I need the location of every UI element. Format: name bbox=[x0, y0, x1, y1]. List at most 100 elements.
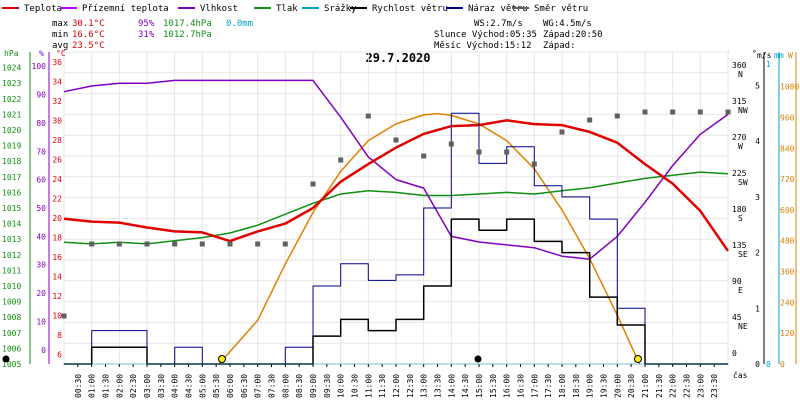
dir-tick-label: 180 bbox=[732, 205, 747, 214]
time-tick-label: 12:00 bbox=[392, 374, 401, 398]
moon-marker-left bbox=[2, 355, 10, 363]
time-tick-label: 20:00 bbox=[613, 374, 622, 398]
c-tick-label: 28 bbox=[52, 136, 62, 145]
moonrise-marker bbox=[474, 355, 482, 363]
time-tick-label: 19:00 bbox=[586, 374, 595, 398]
wind-direction-point bbox=[393, 137, 399, 143]
legend-label: Rychlost větru bbox=[372, 4, 448, 14]
w-tick-label: 720 bbox=[780, 175, 795, 184]
w-tick-label: 240 bbox=[780, 298, 795, 307]
w-tick-label: 120 bbox=[780, 329, 795, 338]
pct-tick-label: 30 bbox=[36, 261, 46, 270]
wind-direction-point bbox=[338, 157, 344, 163]
time-tick-label: 16:00 bbox=[503, 374, 512, 398]
dir-tick-label: 45 bbox=[732, 313, 742, 322]
time-tick-label: 15:00 bbox=[475, 374, 484, 398]
wind-direction-point bbox=[61, 313, 67, 319]
c-tick-label: 6 bbox=[57, 350, 62, 359]
c-tick-label: 16 bbox=[52, 253, 62, 262]
ms-tick-label: 4 bbox=[755, 137, 760, 146]
w-tick-label: 360 bbox=[780, 268, 795, 277]
c-tick-label: 30 bbox=[52, 116, 62, 125]
hpa-tick-label: 1008 bbox=[2, 313, 21, 322]
legend: Teplota Přízemní teplota Vlhkost Tlak Srážky… bbox=[2, 4, 588, 14]
c-tick-label: 34 bbox=[52, 77, 62, 86]
hpa-tick-label: 1009 bbox=[2, 298, 21, 307]
pct-tick-label: 100 bbox=[32, 62, 47, 71]
c-tick-label: 32 bbox=[52, 97, 62, 106]
w-tick-label: 960 bbox=[780, 113, 795, 122]
hpa-tick-label: 1024 bbox=[2, 64, 21, 73]
time-tick-label: 11:00 bbox=[364, 374, 373, 398]
stat-wg: WG:4.5m/s bbox=[543, 19, 592, 29]
time-tick-label: 19:30 bbox=[600, 374, 609, 398]
w-tick-label: 0 bbox=[780, 360, 785, 369]
hpa-tick-label: 1013 bbox=[2, 235, 21, 244]
wind-direction-point bbox=[282, 241, 288, 247]
hpa-tick-label: 1016 bbox=[2, 188, 21, 197]
time-tick-label: 04:30 bbox=[185, 374, 194, 398]
time-tick-label: 17:30 bbox=[544, 374, 553, 398]
hpa-tick-label: 1018 bbox=[2, 157, 21, 166]
hpa-tick-label: 1015 bbox=[2, 204, 21, 213]
legend-label: Náraz větru bbox=[468, 4, 528, 14]
time-tick-label: 14:00 bbox=[447, 374, 456, 398]
dir-name-label: W bbox=[738, 142, 743, 151]
series-slune-n-z-en- bbox=[218, 112, 641, 365]
wind-direction-point bbox=[310, 181, 316, 187]
time-tick-label: 03:30 bbox=[157, 374, 166, 398]
wind-direction-point bbox=[587, 117, 593, 123]
dir-name-label: SW bbox=[738, 178, 748, 187]
time-tick-label: 07:00 bbox=[254, 374, 263, 398]
time-tick-label: 05:00 bbox=[198, 374, 207, 398]
dir-tick-label: 270 bbox=[732, 133, 747, 142]
wind-direction-point bbox=[476, 149, 482, 155]
sunrise-marker bbox=[218, 355, 226, 363]
legend-label: Srážky bbox=[324, 4, 357, 14]
time-tick-label: 21:00 bbox=[641, 374, 650, 398]
wind-direction-point bbox=[725, 109, 731, 115]
dir-tick-label: 135 bbox=[732, 241, 747, 250]
pct-tick-label: 70 bbox=[36, 147, 46, 156]
stat-min-press: 1012.7hPa bbox=[163, 30, 212, 40]
wind-direction-point bbox=[614, 113, 620, 119]
pct-tick-label: 0 bbox=[41, 346, 46, 355]
dir-tick-label: 360 bbox=[732, 61, 747, 70]
wind-direction-point bbox=[255, 241, 261, 247]
dir-tick-label: 90 bbox=[732, 277, 742, 286]
time-tick-label: 23:00 bbox=[696, 374, 705, 398]
time-tick-label: 22:00 bbox=[669, 374, 678, 398]
time-tick-label: 09:30 bbox=[323, 374, 332, 398]
stat-max-rain: 0.0mm bbox=[226, 19, 253, 29]
c-unit-label: °C bbox=[56, 49, 66, 58]
time-tick-label: 10:30 bbox=[351, 374, 360, 398]
w-unit-label: W bbox=[788, 51, 793, 60]
hpa-tick-label: 1021 bbox=[2, 110, 21, 119]
wind-direction-point bbox=[116, 241, 122, 247]
ms-tick-label: 1 bbox=[755, 304, 760, 313]
series-tlak bbox=[63, 171, 729, 245]
hpa-tick-label: 1005 bbox=[2, 360, 21, 369]
dir-name-label: S bbox=[738, 214, 743, 223]
wind-direction-point bbox=[531, 161, 537, 167]
c-tick-label: 36 bbox=[52, 58, 62, 67]
c-tick-label: 22 bbox=[52, 194, 62, 203]
dir-tick-label: 225 bbox=[732, 169, 747, 178]
stat-min-label: min bbox=[52, 30, 68, 40]
w-tick-label: 600 bbox=[780, 206, 795, 215]
grid bbox=[63, 51, 729, 365]
c-tick-label: 8 bbox=[57, 331, 62, 340]
time-tick-label: 10:00 bbox=[337, 374, 346, 398]
hpa-tick-label: 1006 bbox=[2, 344, 21, 353]
time-tick-label: 15:30 bbox=[489, 374, 498, 398]
dir-tick-label: 315 bbox=[732, 97, 747, 106]
sunset-marker bbox=[634, 355, 642, 363]
hpa-tick-label: 1019 bbox=[2, 142, 21, 151]
time-tick-label: 13:30 bbox=[434, 374, 443, 398]
pct-tick-label: 10 bbox=[36, 317, 46, 326]
stat-min-hum: 31% bbox=[138, 30, 155, 40]
wind-direction-point bbox=[421, 153, 427, 159]
hpa-unit-label: hPa bbox=[4, 49, 19, 58]
ms-tick-label: 0 bbox=[755, 360, 760, 369]
